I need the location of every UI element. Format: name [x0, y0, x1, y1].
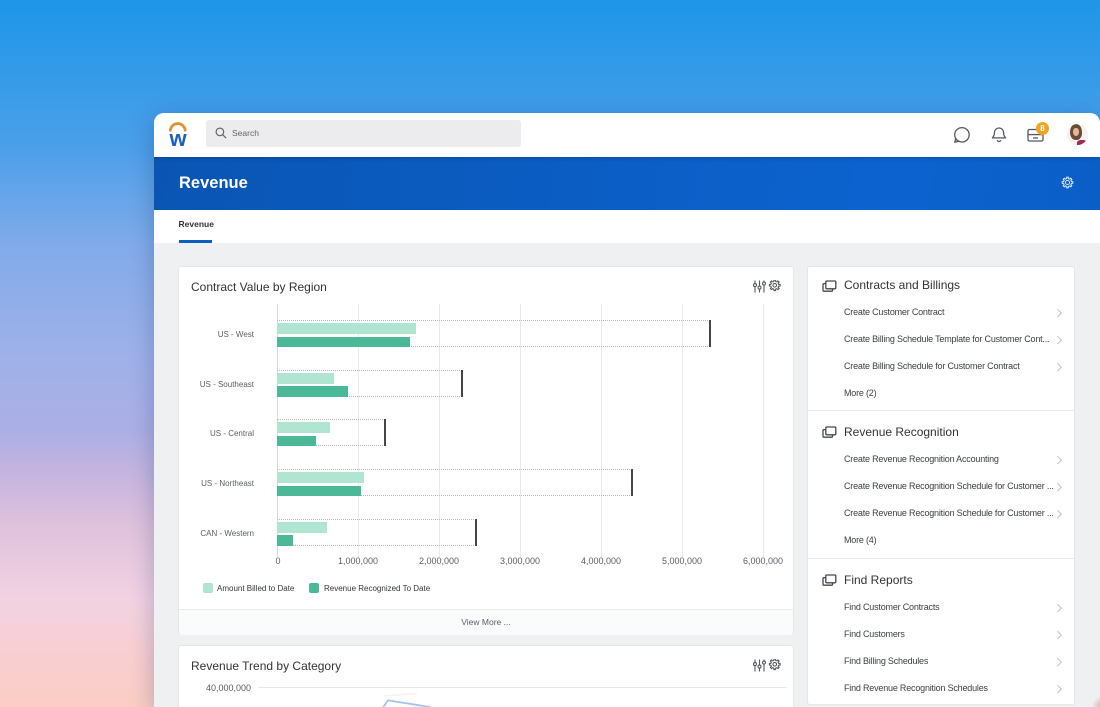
svg-text:w: w: [168, 126, 187, 151]
